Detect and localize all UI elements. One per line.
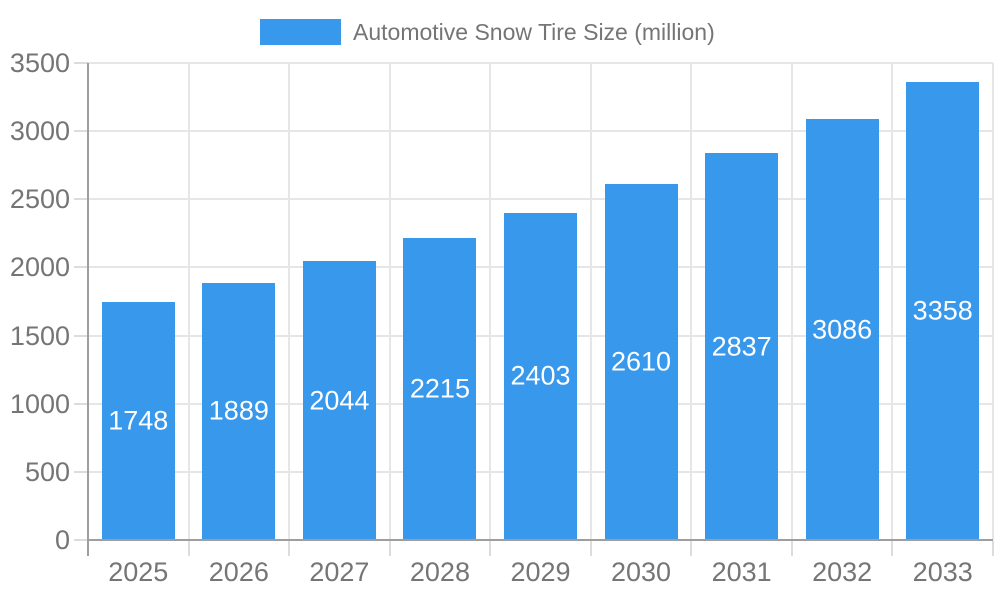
bar-value-label: 2044 — [309, 385, 370, 416]
x-tick — [891, 541, 894, 556]
bar[interactable]: 2044 — [302, 261, 376, 540]
x-category-label: 2027 — [309, 557, 370, 587]
bar-value-label: 1889 — [208, 395, 269, 426]
x-category-label: 2032 — [812, 557, 873, 587]
x-tick — [790, 541, 793, 556]
gridline-v — [187, 63, 190, 540]
y-tick-label: 3000 — [9, 116, 70, 147]
gridline-v — [489, 63, 492, 540]
legend-swatch — [260, 19, 341, 45]
x-category-label: 2026 — [208, 557, 269, 587]
bar-value-label: 3086 — [812, 314, 873, 345]
y-tick — [74, 470, 88, 473]
bar[interactable]: 3358 — [906, 82, 980, 540]
x-tick — [187, 541, 190, 556]
y-tick-label: 0 — [54, 525, 70, 555]
x-tick — [489, 541, 492, 556]
bar[interactable]: 3086 — [805, 119, 879, 540]
y-tick — [74, 402, 88, 405]
y-axis-line — [87, 63, 89, 556]
y-tick-label: 500 — [24, 456, 70, 487]
bar-value-label: 2610 — [611, 346, 672, 377]
y-tick-label: 3500 — [9, 48, 70, 78]
gridline-v — [589, 63, 592, 540]
bar[interactable]: 2215 — [403, 238, 477, 540]
x-tick — [288, 541, 291, 556]
y-tick-label: 1000 — [9, 388, 70, 419]
y-tick-label: 1500 — [9, 320, 70, 351]
x-category-label: 2025 — [108, 557, 169, 587]
gridline-v — [790, 63, 793, 540]
gridline-v — [690, 63, 693, 540]
y-tick — [74, 62, 88, 64]
y-tick-label: 2500 — [9, 184, 70, 215]
bar-value-label: 1748 — [108, 405, 169, 436]
y-tick — [74, 539, 88, 541]
gridline-v — [288, 63, 291, 540]
bar[interactable]: 1748 — [101, 301, 175, 540]
gridline-h — [88, 130, 993, 133]
bar-value-label: 2403 — [510, 360, 571, 391]
bar-value-label: 2215 — [409, 373, 470, 404]
gridline-h — [88, 62, 993, 64]
x-tick — [992, 541, 994, 556]
bar-value-label: 3358 — [912, 295, 973, 326]
x-axis-line — [88, 539, 993, 541]
gridline-h — [88, 198, 993, 201]
x-category-label: 2029 — [510, 557, 571, 587]
gridline-v — [992, 63, 994, 540]
bar[interactable]: 1889 — [202, 282, 276, 540]
y-tick — [74, 198, 88, 201]
bar-value-label: 2837 — [711, 331, 772, 362]
bar[interactable]: 2837 — [705, 153, 779, 540]
x-category-label: 2033 — [912, 557, 973, 587]
bar[interactable]: 2610 — [604, 184, 678, 540]
x-tick — [589, 541, 592, 556]
y-tick-label: 2000 — [9, 252, 70, 283]
x-tick — [388, 541, 391, 556]
y-tick — [74, 266, 88, 269]
x-category-label: 2031 — [711, 557, 772, 587]
chart-legend: Automotive Snow Tire Size (million) — [260, 19, 715, 45]
x-tick — [690, 541, 693, 556]
y-tick — [74, 130, 88, 133]
legend-label: Automotive Snow Tire Size (million) — [353, 18, 715, 45]
x-category-label: 2030 — [611, 557, 672, 587]
x-category-label: 2028 — [409, 557, 470, 587]
gridline-v — [388, 63, 391, 540]
bar[interactable]: 2403 — [504, 212, 577, 540]
gridline-v — [891, 63, 894, 540]
y-tick — [74, 334, 88, 337]
